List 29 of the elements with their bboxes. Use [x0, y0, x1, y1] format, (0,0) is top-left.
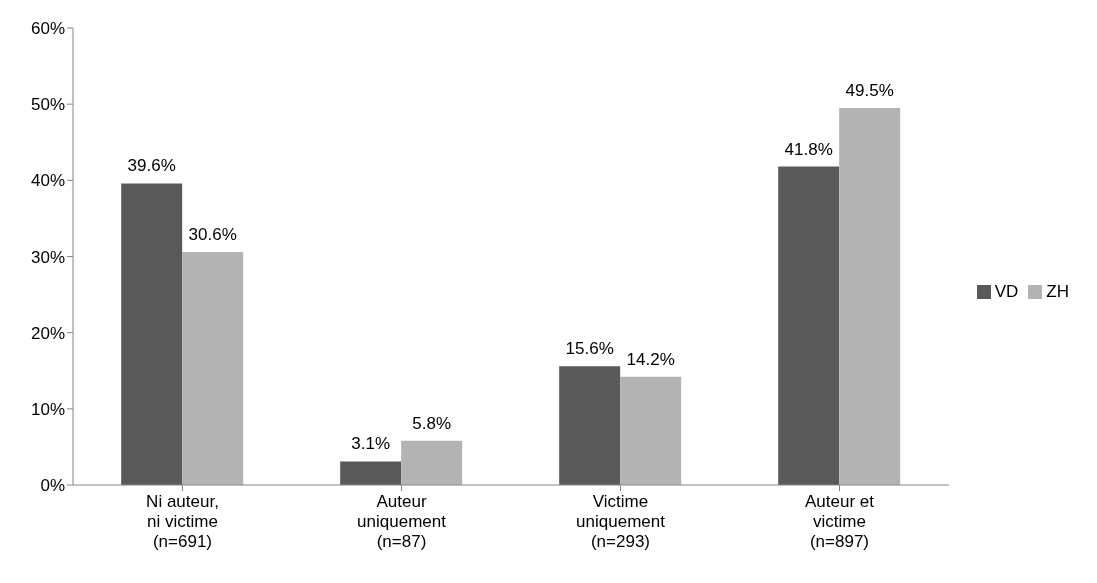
x-tick-label: Ni auteur, ni victime (n=691)	[146, 492, 219, 551]
x-tick-label: Auteur et victime (n=897)	[805, 492, 875, 551]
y-tick-label: 60%	[30, 19, 65, 39]
data-label: 49.5%	[845, 80, 894, 100]
data-label: 30.6%	[188, 224, 237, 244]
legend-label: VD	[994, 281, 1019, 301]
bar	[401, 440, 463, 485]
y-tick-label: 50%	[30, 95, 65, 115]
bar	[182, 251, 244, 485]
data-label: 15.6%	[565, 339, 614, 359]
x-tick-label: Victime uniquement (n=293)	[576, 492, 666, 551]
data-label: 5.8%	[412, 413, 452, 433]
bar	[620, 376, 682, 485]
bar	[839, 107, 901, 485]
data-label: 41.8%	[784, 139, 833, 159]
data-label: 14.2%	[626, 349, 675, 369]
bar	[340, 461, 402, 485]
y-tick-label: 30%	[30, 247, 65, 267]
x-tick-label: Auteur uniquement (n=87)	[357, 492, 447, 551]
y-tick-label: 40%	[30, 171, 65, 191]
y-tick-label: 20%	[30, 323, 65, 343]
bar	[559, 366, 621, 485]
bar	[121, 183, 183, 485]
bar	[778, 166, 840, 485]
y-tick-label: 0%	[40, 476, 65, 496]
legend-label: ZH	[1046, 281, 1069, 301]
data-label: 39.6%	[127, 156, 176, 176]
data-label: 3.1%	[351, 434, 391, 454]
y-tick-label: 10%	[30, 399, 65, 419]
